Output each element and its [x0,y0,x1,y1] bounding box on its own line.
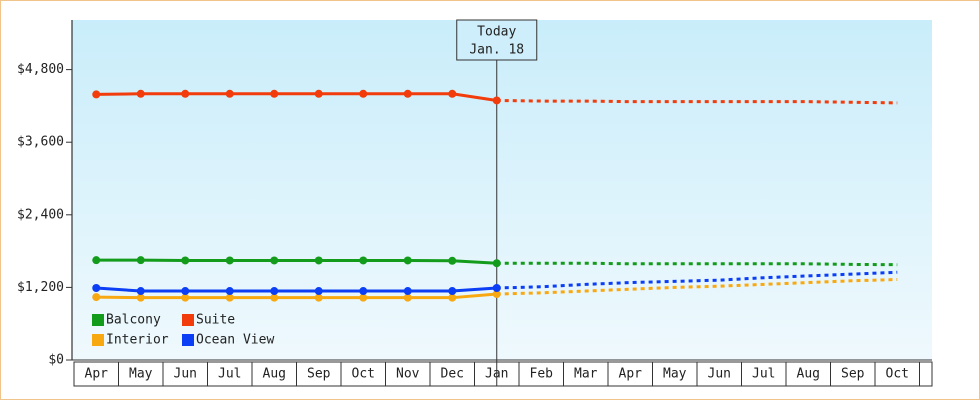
price-point [92,90,101,99]
x-tick-label: Jul [218,367,241,382]
x-tick-label: Feb [530,367,554,382]
price-point [403,293,412,302]
price-point [270,293,279,302]
x-tick-box [162,361,208,387]
price-point [136,256,145,265]
y-tick-label: $4,800 [17,62,64,77]
forecast-line [496,278,898,296]
price-point [136,287,145,296]
x-tick-box [385,361,431,387]
x-tick-box [785,361,831,387]
price-point [403,89,412,98]
price-point [225,256,234,265]
x-tick-box [652,361,698,387]
price-point [359,287,368,296]
today-box [456,19,538,61]
price-line [96,258,497,265]
x-tick-label: Oct [352,367,375,382]
price-point [448,256,457,265]
x-tick-box [830,361,876,387]
y-tick-label: $3,600 [17,135,64,150]
price-point [403,256,412,265]
x-tick-box [919,361,933,387]
today-date: Jan. 18 [469,43,524,58]
x-tick-label: Aug [797,367,820,382]
plot-area [72,20,932,360]
legend-label: Interior [106,333,169,348]
price-point [314,89,323,98]
price-point [403,287,412,296]
x-tick-label: Jun [708,367,731,382]
price-point [270,256,279,265]
x-tick-label: Apr [85,367,109,382]
price-line [96,286,497,293]
x-tick-label: May [129,367,153,382]
price-point [359,293,368,302]
price-point [314,293,323,302]
x-tick-label: Jun [174,367,197,382]
x-tick-box [874,361,920,387]
legend-label: Ocean View [196,333,274,348]
legend-label: Suite [196,313,235,328]
x-tick-box [73,361,119,387]
y-tick-label: $0 [48,353,64,368]
price-point [314,287,323,296]
x-tick-label: Sep [307,367,331,382]
price-point [448,287,457,296]
x-tick-box [251,361,297,387]
price-point [225,287,234,296]
price-point [359,89,368,98]
price-point [492,259,501,268]
price-point [492,96,501,105]
price-point [181,256,190,265]
x-tick-box [607,361,653,387]
x-tick-box [741,361,787,387]
x-tick-label: Dec [441,367,464,382]
price-point [181,287,190,296]
price-point [136,293,145,302]
price-point [314,256,323,265]
today-label: Today [477,25,516,40]
x-tick-label: Jul [752,367,775,382]
price-point [270,287,279,296]
forecast-line [496,98,898,105]
price-point [492,290,501,299]
x-tick-label: Mar [574,367,598,382]
x-tick-label: Nov [396,367,420,382]
x-tick-box [518,361,564,387]
y-tick-label: $2,400 [17,207,64,222]
legend-swatch [92,334,104,346]
x-tick-label: Sep [841,367,865,382]
price-line [96,92,497,102]
price-point [225,89,234,98]
price-point [359,256,368,265]
price-point [448,293,457,302]
x-tick-label: Oct [886,367,909,382]
x-tick-label: Aug [263,367,286,382]
forecast-line [496,270,898,290]
price-point [92,293,101,302]
price-point [492,284,501,293]
price-point [270,89,279,98]
legend-swatch [92,314,104,326]
x-tick-box [118,361,164,387]
price-point [181,293,190,302]
price-line [96,292,497,300]
forecast-line [496,261,898,267]
price-point [448,89,457,98]
x-tick-label: Apr [619,367,643,382]
price-point [92,284,101,293]
x-tick-label: May [663,367,687,382]
x-tick-box [207,361,253,387]
price-point [136,89,145,98]
legend-label: Balcony [106,313,161,328]
y-tick-label: $1,200 [17,280,64,295]
price-point [225,293,234,302]
legend-swatch [182,334,194,346]
price-point [92,256,101,265]
price-point [181,89,190,98]
legend-swatch [182,314,194,326]
